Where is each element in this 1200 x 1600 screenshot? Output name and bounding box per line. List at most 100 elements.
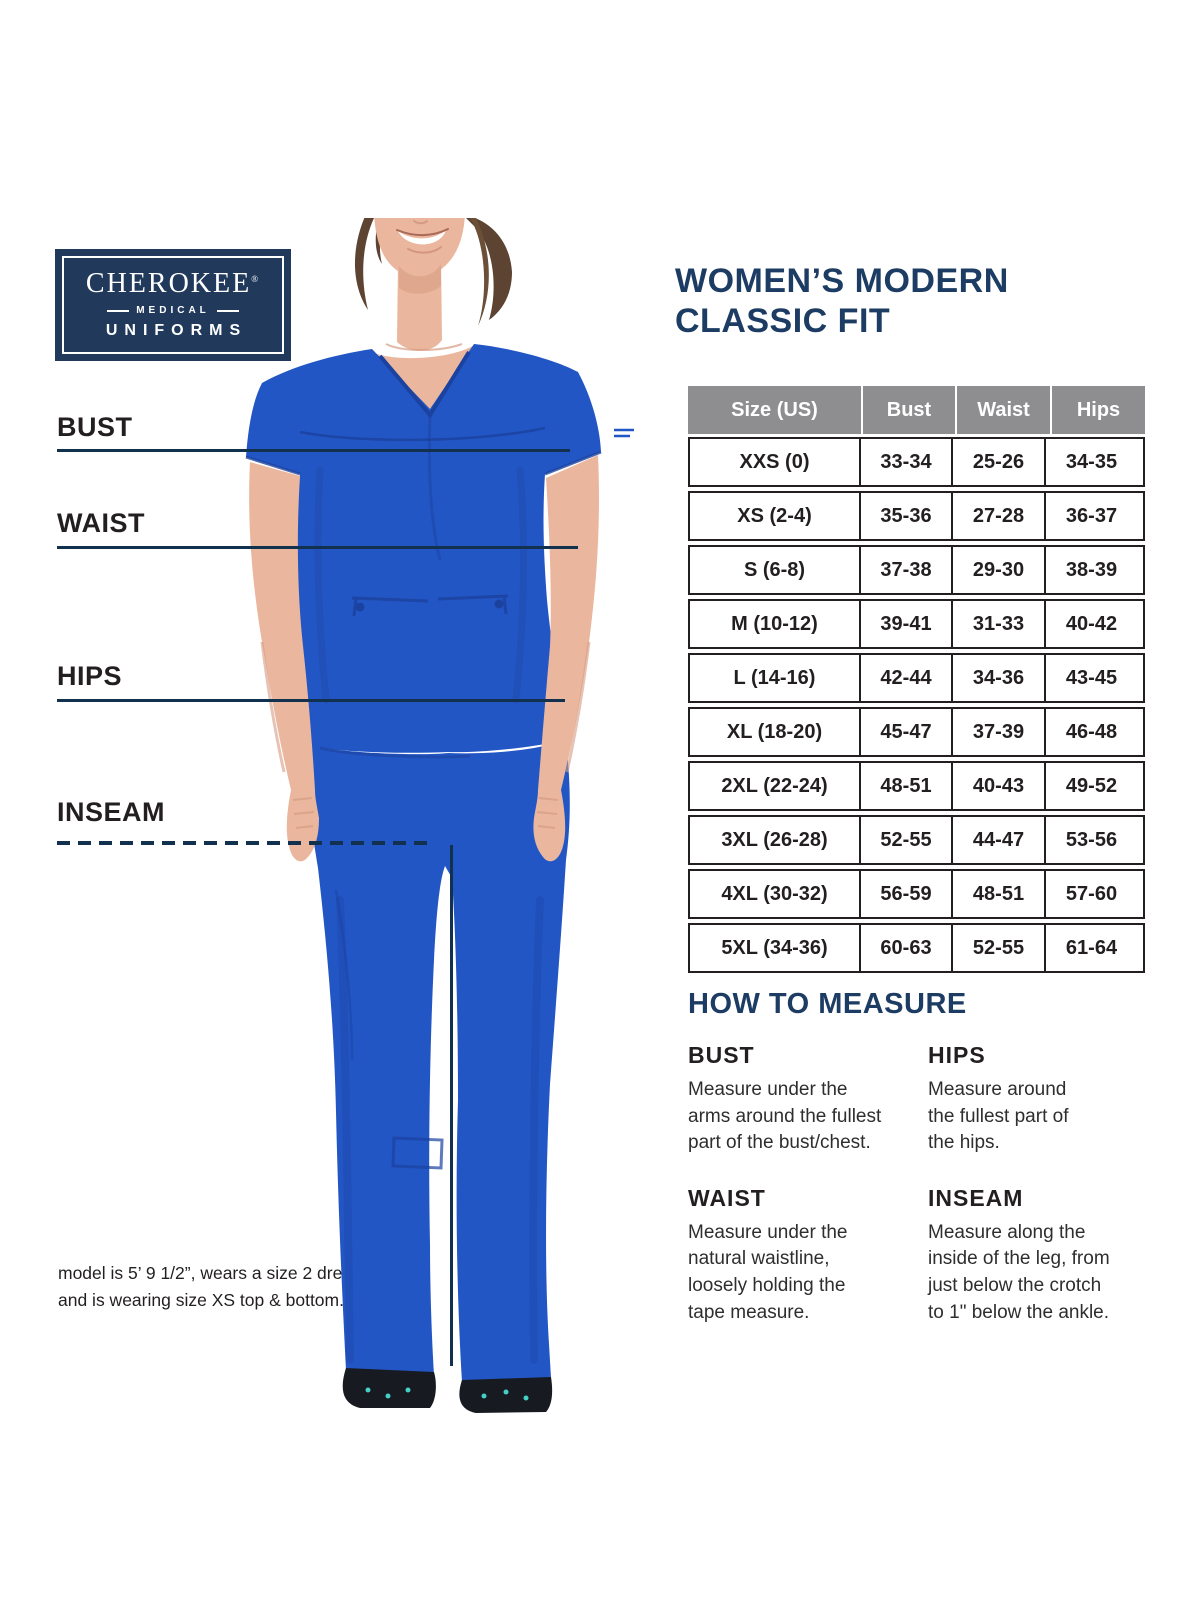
size-cell: M (10-12) (731, 612, 818, 635)
model-face (374, 214, 465, 278)
table-row: 5XL (34-36) 60-63 52-55 61-64 (688, 923, 1145, 973)
table-row: 4XL (30-32) 56-59 48-51 57-60 (688, 869, 1145, 919)
model-neck (372, 260, 476, 410)
inseam-vertical-line (450, 845, 453, 1366)
table-row: XL (18-20) 45-47 37-39 46-48 (688, 707, 1145, 757)
size-cell: 4XL (30-32) (721, 882, 828, 905)
registered-mark: ® (251, 274, 261, 284)
measurement-cell: 44-47 (951, 817, 1044, 863)
dash-right (216, 309, 239, 312)
size-cell: 3XL (26-28) (721, 828, 828, 851)
measurement-cell: 35-36 (859, 493, 951, 539)
size-cell: 5XL (34-36) (721, 936, 828, 959)
measurement-cell: 40-42 (1044, 601, 1137, 647)
measurement-cell: 27-28 (951, 493, 1044, 539)
table-row: M (10-12) 39-41 31-33 40-42 (688, 599, 1145, 649)
measurement-cell: 49-52 (1044, 763, 1137, 809)
measurement-cell: 38-39 (1044, 547, 1137, 593)
page-title-line2: CLASSIC FIT (675, 301, 891, 340)
measure-section-label: WAIST (688, 1184, 766, 1211)
size-table-header: Size (US) Bust Waist Hips (688, 386, 1145, 434)
inseam-measure-line (57, 841, 432, 845)
measure-section-text: Measure under the natural waistline, loo… (688, 1221, 848, 1323)
measurement-cell: 29-30 (951, 547, 1044, 593)
table-row: L (14-16) 42-44 34-36 43-45 (688, 653, 1145, 703)
bust-measure-line (57, 449, 570, 452)
measurement-cell: 57-60 (1044, 871, 1137, 917)
model-scrub-pants (302, 740, 570, 1382)
column-header: Bust (861, 386, 955, 434)
measurement-cell: 43-45 (1044, 655, 1137, 701)
measurement-cell: 31-33 (951, 601, 1044, 647)
model-note: model is 5’ 9 1/2”, wears a size 2 dress… (58, 1263, 360, 1311)
waist-label: WAIST (57, 508, 145, 538)
column-header: Size (US) (731, 398, 818, 421)
dash-left (107, 309, 130, 312)
measure-section-text: Measure under the arms around the fulles… (688, 1079, 882, 1154)
page-title-line1: WOMEN’S MODERN (675, 262, 1009, 300)
brand-division: MEDICAL (107, 305, 239, 316)
measure-section-label: HIPS (928, 1042, 986, 1068)
sleeve-logo-patch (611, 424, 637, 442)
table-row: 2XL (22-24) 48-51 40-43 49-52 (688, 761, 1145, 811)
table-row: S (6-8) 37-38 29-30 38-39 (688, 545, 1145, 595)
waist-measure-line (57, 546, 578, 549)
measurement-cell: 61-64 (1044, 925, 1137, 971)
measurement-cell: 56-59 (859, 871, 951, 917)
brand-logo: CHEROKEE® MEDICAL UNIFORMS (55, 249, 291, 361)
size-cell: XXS (0) (739, 450, 810, 473)
measure-section-text: Measure along the inside of the leg, fro… (928, 1221, 1110, 1323)
measurement-cell: 37-38 (859, 547, 951, 593)
measurement-cell: 34-36 (951, 655, 1044, 701)
inseam-label: INSEAM (57, 797, 166, 827)
photo-crop-band (185, 180, 645, 218)
size-cell: XL (18-20) (726, 720, 823, 743)
measurement-cell: 37-39 (951, 709, 1044, 755)
measure-section-bust: BUST Measure under the arms around the fu… (688, 1042, 928, 1157)
model-arms (249, 455, 599, 862)
column-header: Hips (1050, 386, 1145, 434)
measure-section-hips: HIPS Measure around the fullest part of t… (928, 1042, 1140, 1157)
measure-section-inseam: INSEAM Measure along the inside of the le… (928, 1185, 1140, 1326)
page-title: WOMEN’S MODERN CLASSIC FIT (675, 262, 1009, 342)
measurement-cell: 52-55 (859, 817, 951, 863)
how-to-measure-heading: HOW TO MEASURE (688, 988, 967, 1020)
measurement-cell: 53-56 (1044, 817, 1137, 863)
model-photo (185, 180, 645, 1413)
measurement-cell: 25-26 (951, 439, 1044, 485)
measurement-cell: 36-37 (1044, 493, 1137, 539)
measurement-cell: 40-43 (951, 763, 1044, 809)
hips-measure-line (57, 699, 565, 702)
measure-section-label: INSEAM (928, 1184, 1024, 1211)
measure-section-label: BUST (688, 1042, 755, 1068)
column-header: Waist (955, 386, 1050, 434)
size-cell: L (14-16) (733, 666, 816, 689)
table-row: 3XL (26-28) 52-55 44-47 53-56 (688, 815, 1145, 865)
measurement-cell: 45-47 (859, 709, 951, 755)
size-cell: XS (2-4) (737, 504, 812, 527)
measurement-cell: 33-34 (859, 439, 951, 485)
measure-section-waist: WAIST Measure under the natural waistline… (688, 1185, 928, 1326)
measurement-cell: 39-41 (859, 601, 951, 647)
measurement-cell: 42-44 (859, 655, 951, 701)
brand-name: CHEROKEE® (85, 268, 261, 299)
measurement-cell: 48-51 (951, 871, 1044, 917)
size-cell: 2XL (22-24) (721, 774, 828, 797)
measurement-cell: 60-63 (859, 925, 951, 971)
size-table-rows: XXS (0) 33-34 25-26 34-35 XS (2-4) 35-36 27-28… (688, 437, 1145, 973)
table-row: XXS (0) 33-34 25-26 34-35 (688, 437, 1145, 487)
size-table: Size (US) Bust Waist Hips XXS (0) 33-34 25-26… (688, 386, 1145, 977)
bust-label: BUST (57, 412, 133, 442)
measurement-cell: 46-48 (1044, 709, 1137, 755)
measurement-cell: 34-35 (1044, 439, 1137, 485)
size-cell: S (6-8) (743, 558, 806, 581)
hips-label: HIPS (57, 661, 123, 691)
table-row: XS (2-4) 35-36 27-28 36-37 (688, 491, 1145, 541)
model-shoes (342, 1368, 553, 1413)
measure-section-text: Measure around the fullest part of the h… (928, 1079, 1069, 1154)
how-to-measure-sections: BUST Measure under the arms around the fu… (688, 1042, 1140, 1326)
measurement-cell: 48-51 (859, 763, 951, 809)
measurement-cell: 52-55 (951, 925, 1044, 971)
brand-product: UNIFORMS (105, 322, 248, 339)
